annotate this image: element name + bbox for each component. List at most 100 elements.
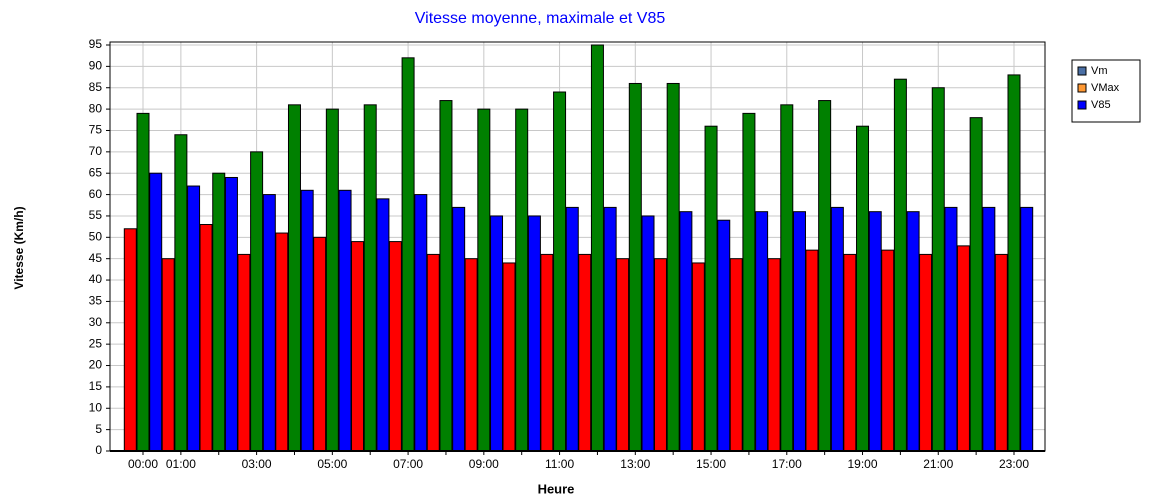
bar: [452, 206, 466, 452]
x-tick-label: 13:00: [620, 457, 650, 471]
y-tick-label: 80: [89, 101, 103, 115]
y-tick-label: 45: [89, 251, 103, 265]
bar: [502, 262, 516, 452]
bar: [881, 249, 895, 452]
bar: [691, 262, 705, 452]
bar: [944, 206, 958, 452]
y-tick-label: 30: [89, 315, 103, 329]
y-tick-label: 50: [89, 229, 103, 243]
legend-label: Vm: [1091, 65, 1108, 77]
bar: [376, 198, 390, 452]
bar: [906, 211, 920, 452]
bar: [161, 258, 175, 452]
bar: [262, 194, 276, 452]
bar: [287, 104, 301, 452]
y-tick-label: 70: [89, 144, 103, 158]
bar: [931, 87, 945, 452]
x-tick-label: 00:00: [128, 457, 158, 471]
bar: [818, 100, 832, 452]
bar: [805, 249, 819, 452]
y-tick-label: 40: [89, 272, 103, 286]
y-tick-label: 35: [89, 294, 103, 308]
bar: [780, 104, 794, 452]
y-tick-label: 60: [89, 187, 103, 201]
bar: [490, 215, 504, 452]
y-tick-label: 65: [89, 165, 103, 179]
bar: [325, 108, 339, 452]
bar: [868, 211, 882, 452]
chart-title: Vitesse moyenne, maximale et V85: [415, 10, 666, 27]
y-tick-label: 20: [89, 358, 103, 372]
bar: [653, 258, 667, 452]
bar: [123, 228, 137, 452]
x-tick-label: 15:00: [696, 457, 726, 471]
bar: [300, 189, 314, 452]
bar: [565, 206, 579, 452]
x-tick-label: 19:00: [848, 457, 878, 471]
bar: [414, 194, 428, 452]
bar: [994, 253, 1008, 452]
x-tick-label: 21:00: [923, 457, 953, 471]
x-tick-label: 11:00: [545, 457, 574, 471]
x-tick-label: 01:00: [166, 457, 196, 471]
bar: [187, 185, 201, 452]
bar: [792, 211, 806, 452]
y-axis-title: Vitesse (Km/h): [12, 206, 26, 289]
bar: [250, 151, 264, 452]
y-tick-label: 75: [89, 123, 103, 137]
y-tick-label: 15: [89, 379, 103, 393]
bar: [237, 253, 251, 452]
bar: [388, 241, 402, 452]
y-tick-label: 90: [89, 59, 103, 73]
x-tick-label: 07:00: [393, 457, 423, 471]
bar: [212, 172, 226, 452]
bar: [224, 176, 238, 452]
bar: [590, 44, 604, 452]
y-tick-label: 85: [89, 80, 103, 94]
bar: [830, 206, 844, 452]
y-tick-label: 25: [89, 336, 103, 350]
bar: [553, 91, 567, 452]
bar: [477, 108, 491, 452]
bar: [742, 112, 756, 452]
bar: [755, 211, 769, 452]
y-tick-label: 95: [89, 37, 103, 51]
bar: [540, 253, 554, 452]
bar: [628, 82, 642, 452]
bar: [919, 253, 933, 452]
bar: [363, 104, 377, 452]
y-tick-label: 5: [95, 422, 102, 436]
bar: [149, 172, 163, 452]
bar: [717, 219, 731, 452]
bar: [351, 241, 365, 452]
bar: [666, 82, 680, 452]
bar: [616, 258, 630, 452]
x-axis-title: Heure: [538, 481, 575, 496]
bar: [199, 223, 213, 452]
bar: [527, 215, 541, 452]
bar: [893, 78, 907, 452]
bar: [856, 125, 870, 452]
bar: [704, 125, 718, 452]
y-tick-label: 10: [89, 400, 103, 414]
bar: [1007, 74, 1021, 452]
legend-swatch: [1077, 66, 1087, 76]
legend-swatch: [1077, 83, 1087, 93]
legend-label: VMax: [1091, 82, 1120, 94]
x-tick-label: 05:00: [317, 457, 347, 471]
y-tick-label: 55: [89, 208, 103, 222]
bar: [679, 211, 693, 452]
bar: [426, 253, 440, 452]
bar: [603, 206, 617, 452]
bar: [338, 189, 352, 452]
bar: [843, 253, 857, 452]
x-tick-label: 23:00: [999, 457, 1029, 471]
bar: [578, 253, 592, 452]
legend-label: V85: [1091, 99, 1111, 111]
x-tick-label: 09:00: [469, 457, 499, 471]
bar: [969, 117, 983, 452]
bar: [136, 112, 150, 452]
bar: [174, 134, 188, 452]
